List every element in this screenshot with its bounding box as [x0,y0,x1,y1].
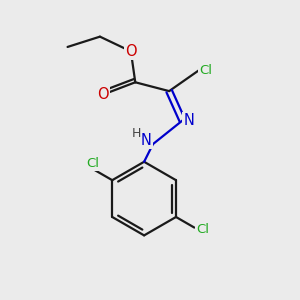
Text: Cl: Cl [196,223,209,236]
Text: Cl: Cl [200,64,212,77]
Text: O: O [125,44,137,59]
Text: Cl: Cl [86,157,99,170]
Text: N: N [183,113,194,128]
Text: H: H [132,127,141,140]
Text: N: N [141,133,152,148]
Text: O: O [97,87,109,102]
